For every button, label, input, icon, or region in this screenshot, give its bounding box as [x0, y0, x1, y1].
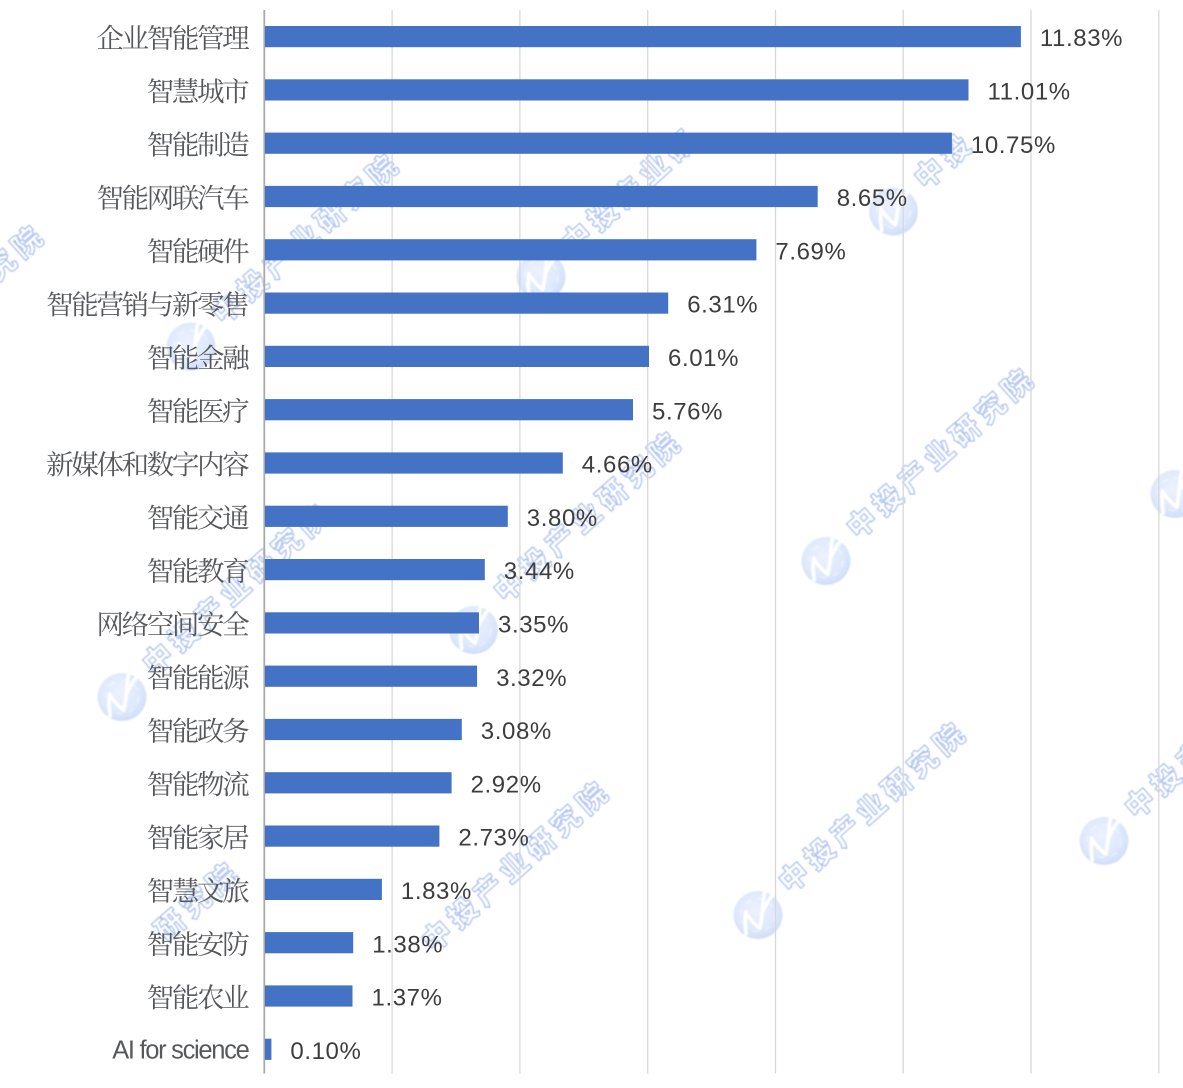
svg-text:3.35%: 3.35%	[498, 612, 569, 639]
svg-text:2.73%: 2.73%	[458, 825, 529, 852]
svg-text:1.38%: 1.38%	[372, 931, 443, 958]
svg-text:1.83%: 1.83%	[401, 878, 472, 905]
svg-text:3.80%: 3.80%	[527, 505, 598, 532]
svg-text:5.76%: 5.76%	[652, 398, 723, 425]
svg-text:2.92%: 2.92%	[471, 771, 542, 798]
svg-text:3.32%: 3.32%	[496, 665, 567, 692]
svg-text:8.65%: 8.65%	[837, 185, 908, 212]
svg-text:6.31%: 6.31%	[687, 292, 758, 319]
svg-text:6.01%: 6.01%	[668, 345, 739, 372]
svg-text:0.10%: 0.10%	[290, 1038, 361, 1065]
svg-text:11.83%: 11.83%	[1040, 25, 1123, 52]
svg-text:3.44%: 3.44%	[504, 558, 575, 585]
svg-text:10.75%: 10.75%	[971, 132, 1056, 159]
svg-text:11.01%: 11.01%	[988, 79, 1071, 106]
svg-text:4.66%: 4.66%	[582, 452, 653, 479]
svg-text:AI for science: AI for science	[112, 1036, 249, 1064]
svg-text:7.69%: 7.69%	[775, 238, 846, 265]
svg-text:3.08%: 3.08%	[481, 718, 552, 745]
svg-text:1.37%: 1.37%	[372, 985, 443, 1012]
